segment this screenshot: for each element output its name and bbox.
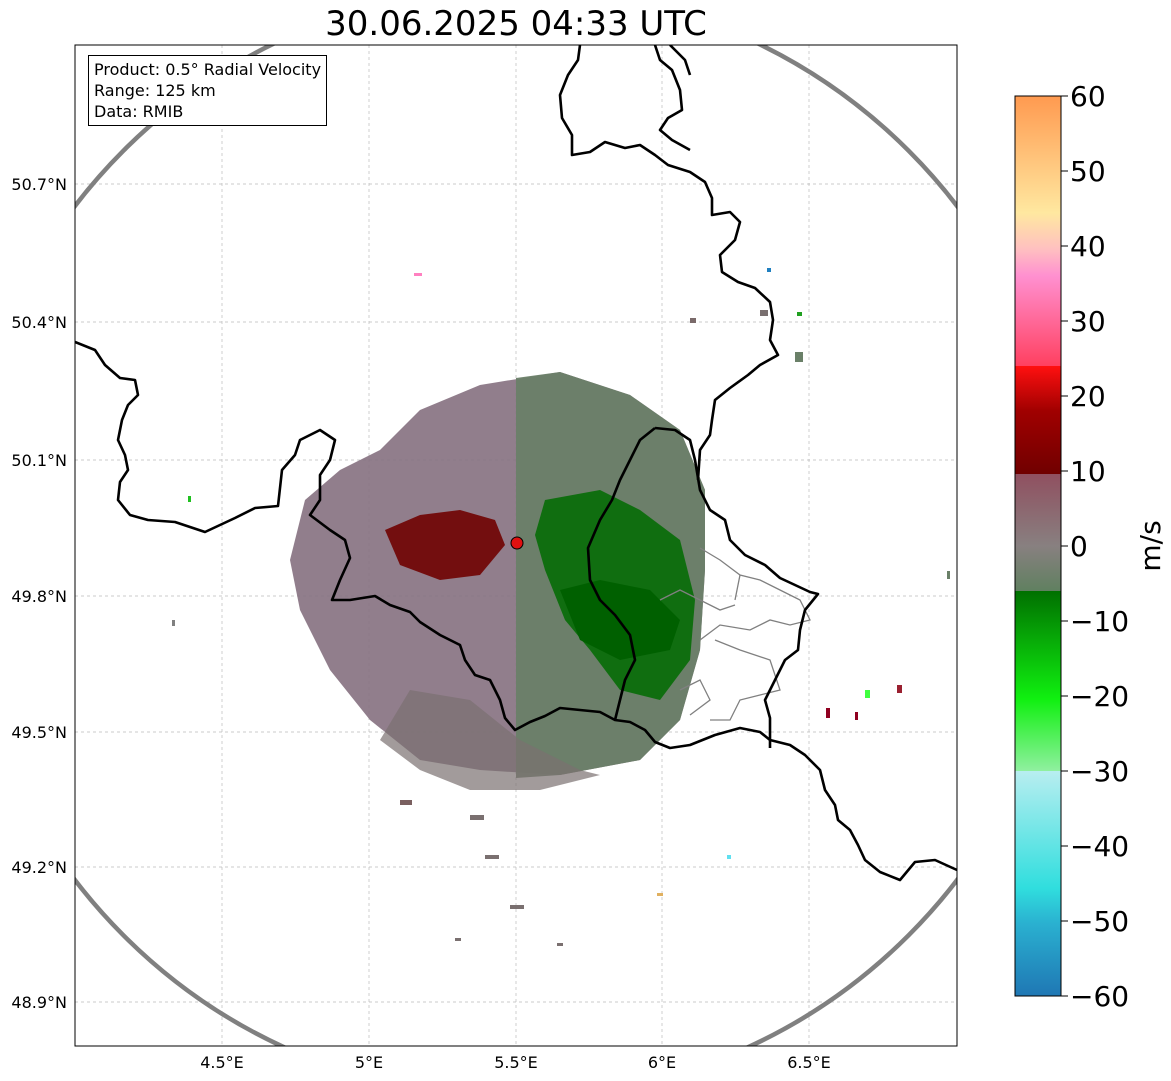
radar-site-marker (510, 536, 524, 550)
national-borders (75, 45, 957, 882)
range-label: Range: 125 km (94, 81, 216, 100)
colorbar-scale (1014, 95, 1062, 997)
plot-frame (74, 44, 958, 1047)
lat-tick-label: 50.4°N (11, 313, 67, 332)
colorbar-tick-label: 30 (1070, 305, 1106, 338)
colorbar-tick-label: 50 (1070, 155, 1106, 188)
lon-tick-label: 6.5°E (787, 1053, 831, 1072)
map-title: 30.06.2025 04:33 UTC (325, 4, 707, 44)
lat-tick-label: 49.5°N (11, 723, 67, 742)
colorbar-tick-label: −60 (1070, 980, 1129, 1013)
product-info-box: Product: 0.5° Radial Velocity Range: 125… (88, 55, 328, 126)
colorbar-tick-label: 40 (1070, 230, 1106, 263)
colorbar-tick-label: −10 (1070, 605, 1129, 638)
colorbar-tick-label: −40 (1070, 830, 1129, 863)
lon-tick-label: 6°E (648, 1053, 676, 1072)
colorbar-tick-label: 60 (1070, 80, 1106, 113)
lat-tick-label: 48.9°N (11, 993, 67, 1012)
colorbar-tick-label: 20 (1070, 380, 1106, 413)
lon-tick-label: 5°E (355, 1053, 383, 1072)
colorbar-tick-label: −50 (1070, 905, 1129, 938)
colorbar-tick-label: −30 (1070, 755, 1129, 788)
colorbar-ticks: 60 50 40 30 20 10 0 −10 −20 −30 −40 −50 −60 (1061, 80, 1129, 1013)
lon-tick-label: 4.5°E (200, 1053, 244, 1072)
lon-ticks: 4.5°E 5°E 5.5°E 6°E 6.5°E (200, 1053, 831, 1072)
radar-echoes (172, 268, 950, 946)
colorbar-label: m/s (1134, 520, 1167, 571)
colorbar-tick-label: 0 (1070, 530, 1088, 563)
data-source-label: Data: RMIB (94, 102, 184, 121)
lat-ticks: 50.7°N 50.4°N 50.1°N 49.8°N 49.5°N 49.2°… (11, 175, 67, 1012)
lon-tick-label: 5.5°E (494, 1053, 538, 1072)
colorbar-tick-label: 10 (1070, 455, 1106, 488)
lat-tick-label: 50.1°N (11, 451, 67, 470)
lat-tick-label: 49.8°N (11, 587, 67, 606)
product-label: Product: 0.5° Radial Velocity (94, 60, 322, 79)
lat-tick-label: 50.7°N (11, 175, 67, 194)
colorbar: 60 50 40 30 20 10 0 −10 −20 −30 −40 −50 −60 m/s (1014, 80, 1167, 1013)
colorbar-tick-label: −20 (1070, 680, 1129, 713)
lat-tick-label: 49.2°N (11, 858, 67, 877)
